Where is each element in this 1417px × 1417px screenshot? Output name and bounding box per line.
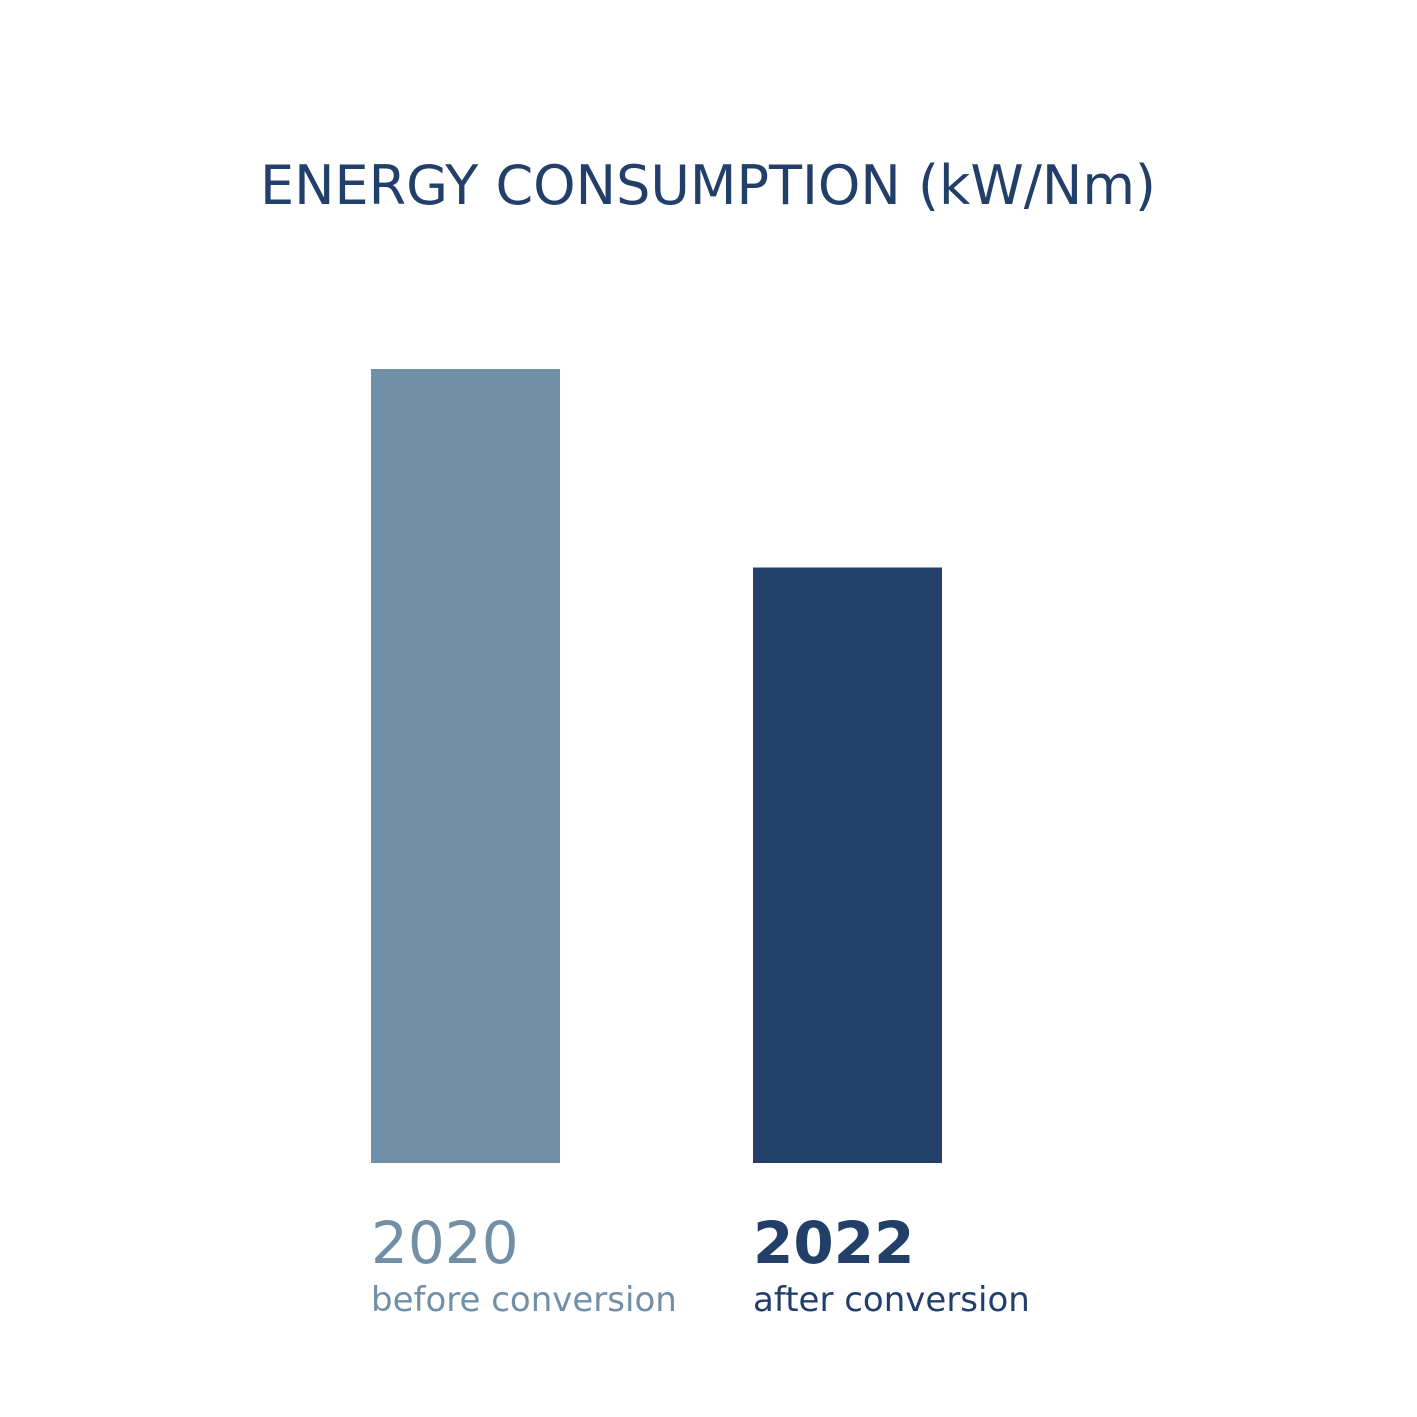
bar-2022	[753, 567, 942, 1163]
category-label-2020: 2020	[371, 1209, 519, 1277]
category-subtitle-2020: before conversion	[371, 1280, 677, 1320]
category-label-2022: 2022	[753, 1209, 914, 1277]
chart-title: ENERGY CONSUMPTION (kW/Nm)	[260, 154, 1156, 217]
bars-group	[371, 369, 942, 1163]
bar-2020	[371, 369, 560, 1163]
category-subtitle-2022: after conversion	[753, 1280, 1030, 1320]
